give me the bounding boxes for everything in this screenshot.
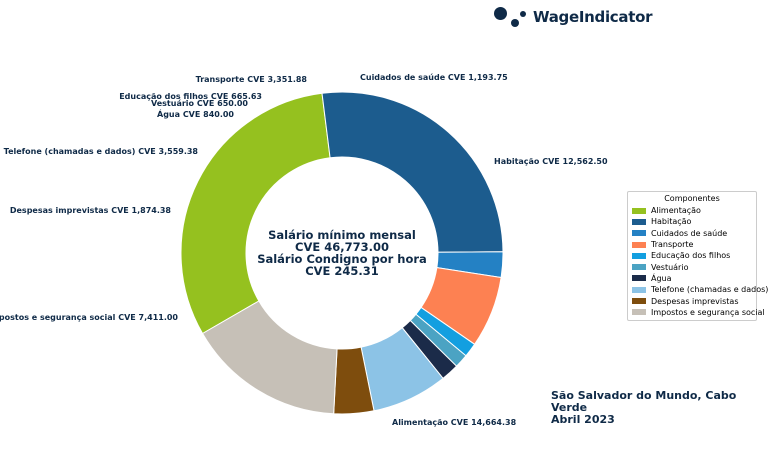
slice-label-telefone-chamadas-e-dados: Telefone (chamadas e dados) CVE 3,559.38 [4,147,199,156]
legend-item-educacao-dos-filhos: Educação dos filhos [632,250,752,261]
legend-label: Despesas imprevistas [651,296,739,306]
legend-item-agua: Água [632,273,752,284]
slice-label-despesas-imprevistas: Despesas imprevistas CVE 1,874.38 [10,206,172,215]
legend-swatch [632,298,646,305]
legend-swatch [632,218,646,225]
center-text: Salário mínimo mensal CVE 46,773.00 Salá… [257,228,427,278]
legend-label: Educação dos filhos [651,251,731,261]
location-date: Abril 2023 [551,413,615,426]
legend-item-cuidados-de-saude: Cuidados de saúde [632,228,752,239]
legend-label: Habitação [651,217,692,227]
slice-label-impostos-e-seguranca-social: Impostos e segurança social CVE 7,411.00 [0,313,178,322]
center-line-4: CVE 245.31 [305,264,379,278]
legend-item-impostos-e-seguranca-social: Impostos e segurança social [632,307,765,318]
legend-item-transporte: Transporte [632,239,752,250]
donut-slices [180,91,504,415]
legend-items: Alimentação Habitação Cuidados de saúde Tra… [632,205,768,318]
center-line-1: Salário mínimo mensal [268,228,416,242]
location-info: São Salvador do Mundo, Cabo Verde Abril … [551,390,768,426]
legend-swatch [632,230,646,237]
legend-item-telefone-chamadas-e-dados: Telefone (chamadas e dados) [632,284,768,295]
chart-legend: Componentes Alimentação Habitação Cuidados… [627,191,768,321]
legend-swatch [632,241,646,248]
legend-title: Componentes [664,194,720,203]
legend-label: Telefone (chamadas e dados) [651,285,768,295]
legend-item-alimentacao: Alimentação [632,205,752,216]
slice-label-transporte: Transporte CVE 3,351.88 [196,75,308,84]
slice-label-educacao-dos-filhos: Educação dos filhos CVE 665.63 [119,92,262,101]
slice-alimentacao [180,92,331,335]
legend-label: Vestuário [651,262,689,272]
legend-swatch [632,275,646,282]
slice-habitacao [321,91,504,253]
slice-label-alimentacao: Alimentação CVE 14,664.38 [392,418,517,427]
legend-item-vestuario: Vestuário [632,261,752,272]
legend-label: Alimentação [651,206,701,216]
legend-item-despesas-imprevistas: Despesas imprevistas [632,295,752,306]
legend-swatch [632,264,646,271]
legend-label: Impostos e segurança social [651,307,765,317]
logo-dots-icon [492,4,530,30]
legend-swatch [632,252,646,259]
slice-label-habitacao: Habitação CVE 12,562.50 [494,157,608,166]
legend-swatch [632,309,646,316]
legend-swatch [632,286,646,293]
slice-labels: Alimentação CVE 14,664.38 Habitação CVE 1… [0,73,608,427]
legend-label: Cuidados de saúde [651,228,728,238]
brand-name: WageIndicator [533,8,653,26]
slice-impostos-e-seguranca-social [201,300,338,415]
legend-label: Transporte [651,240,694,250]
center-line-2: CVE 46,773.00 [295,240,389,254]
brand-logo: WageIndicator [492,4,652,30]
center-line-3: Salário Condigno por hora [257,252,427,266]
slice-label-cuidados-de-saude: Cuidados de saúde CVE 1,193.75 [360,73,508,82]
legend-item-habitacao: Habitação [632,216,752,227]
slice-label-vestuario: Vestuário CVE 650.00 [151,99,248,108]
legend-label: Água [651,273,672,283]
slice-label-agua: Água CVE 840.00 [157,108,234,119]
legend-swatch [632,207,646,214]
location-place: São Salvador do Mundo, Cabo Verde [551,389,737,414]
